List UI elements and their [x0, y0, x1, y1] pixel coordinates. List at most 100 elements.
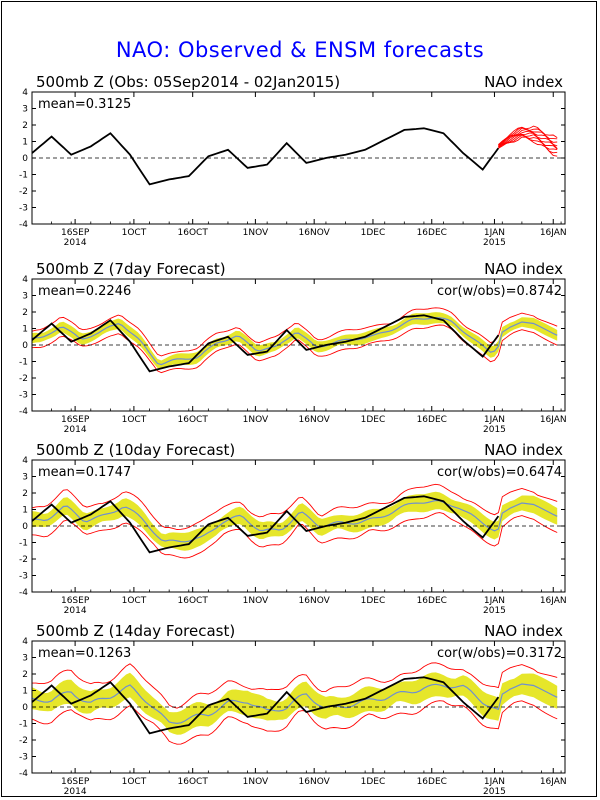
forecast-member-9	[498, 126, 558, 146]
ensemble-spread-band	[32, 672, 558, 735]
x-tick-label: 1JAN	[484, 228, 505, 238]
ensemble-spread-band	[32, 491, 558, 551]
x-tick-label: 16DEC	[417, 777, 447, 787]
x-tick-year-label: 2015	[483, 606, 506, 616]
panel-2: 500mb Z (7day Forecast) NAO index 4 3 2 1 0 -1 -…	[19, 260, 567, 435]
y-tick-label: -1	[19, 358, 28, 368]
x-tick-label: 16NOV	[299, 415, 331, 425]
x-tick-label: 16DEC	[417, 228, 447, 238]
ensemble-envelope-upper	[32, 307, 558, 357]
x-tick-label: 1DEC	[361, 596, 386, 606]
correlation-label: cor(w/obs)=0.3172	[437, 646, 562, 661]
x-tick-year-label: 2014	[64, 606, 87, 616]
observed-line	[32, 314, 500, 373]
y-tick-label: -3	[19, 753, 28, 763]
x-tick-label: 16NOV	[299, 596, 331, 606]
x-tick-label: 1NOV	[243, 596, 269, 606]
observed-line	[32, 676, 500, 735]
plot-area	[32, 483, 565, 559]
x-tick-label: 16SEP	[61, 415, 90, 425]
x-tick-label: 16SEP	[61, 228, 90, 238]
y-tick-label: 3	[22, 292, 28, 302]
ensemble-mean-line	[32, 317, 558, 366]
x-tick-label: 1OCT	[122, 777, 147, 787]
x-tick-label: 1DEC	[361, 777, 386, 787]
y-tick-label: 2	[22, 670, 28, 680]
y-tick-label: 1	[22, 138, 28, 148]
correlation-label: cor(w/obs)=0.8742	[437, 284, 562, 299]
panel-right-label: NAO index	[484, 622, 563, 640]
plot-area	[32, 125, 565, 186]
ensemble-spread-band	[32, 312, 558, 369]
y-tick-label: 2	[22, 489, 28, 499]
y-tick-label: -3	[19, 391, 28, 401]
x-tick-label: 1NOV	[243, 228, 269, 238]
y-tick-label: 3	[22, 105, 28, 115]
mean-label: mean=0.2246	[38, 284, 131, 299]
x-tick-label: 16JAN	[540, 228, 567, 238]
y-tick-label: 3	[22, 473, 28, 483]
correlation-label: cor(w/obs)=0.6474	[437, 465, 562, 480]
y-tick-label: -2	[19, 736, 28, 746]
y-tick-label: 4	[22, 637, 28, 647]
forecast-member-6	[498, 130, 558, 149]
x-tick-label: 1OCT	[122, 228, 147, 238]
y-tick-label: 4	[22, 275, 28, 285]
forecast-member-5	[498, 132, 558, 150]
x-tick-year-label: 2014	[64, 425, 87, 435]
x-tick-label: 1OCT	[122, 596, 147, 606]
panel-title: 500mb Z (Obs: 05Sep2014 - 02Jan2015)	[36, 73, 340, 91]
x-tick-label: 1NOV	[243, 777, 269, 787]
x-tick-year-label: 2014	[64, 238, 87, 248]
forecast-member-10	[498, 125, 558, 145]
mean-label: mean=0.3125	[38, 97, 131, 112]
y-tick-label: 2	[22, 121, 28, 131]
y-tick-label: 0	[22, 341, 28, 351]
y-tick-label: 0	[22, 522, 28, 532]
y-tick-label: -2	[19, 187, 28, 197]
observed-line	[32, 495, 500, 554]
x-tick-label: 16JAN	[540, 415, 567, 425]
panel-4: 500mb Z (14day Forecast) NAO index 4 3 2 1 0 -1…	[19, 622, 567, 797]
x-tick-year-label: 2015	[483, 425, 506, 435]
y-tick-label: -3	[19, 204, 28, 214]
x-tick-label: 1NOV	[243, 415, 269, 425]
y-tick-label: -1	[19, 720, 28, 730]
y-tick-label: 1	[22, 325, 28, 335]
panel-1: 500mb Z (Obs: 05Sep2014 - 02Jan2015) NAO …	[19, 73, 567, 248]
y-tick-label: 0	[22, 703, 28, 713]
panel-3: 500mb Z (10day Forecast) NAO index 4 3 2 1 0 -1…	[19, 441, 567, 616]
mean-label: mean=0.1747	[38, 465, 131, 480]
plot-area	[32, 662, 565, 745]
y-tick-label: -3	[19, 572, 28, 582]
y-tick-label: 0	[22, 154, 28, 164]
y-tick-label: 3	[22, 654, 28, 664]
y-tick-label: -4	[19, 407, 28, 417]
y-tick-label: 2	[22, 308, 28, 318]
panel-title: 500mb Z (14day Forecast)	[36, 622, 235, 640]
panel-title: 500mb Z (7day Forecast)	[36, 260, 226, 278]
x-tick-label: 1JAN	[484, 777, 505, 787]
observed-line	[32, 127, 500, 186]
x-tick-label: 16OCT	[178, 228, 209, 238]
x-tick-label: 1JAN	[484, 415, 505, 425]
y-tick-label: -4	[19, 220, 28, 230]
y-tick-label: 1	[22, 506, 28, 516]
panel-right-label: NAO index	[484, 441, 563, 459]
x-tick-label: 1DEC	[361, 228, 386, 238]
panel-title: 500mb Z (10day Forecast)	[36, 441, 235, 459]
x-tick-label: 1JAN	[484, 596, 505, 606]
x-tick-label: 1DEC	[361, 415, 386, 425]
x-tick-label: 16NOV	[299, 228, 331, 238]
x-tick-label: 16SEP	[61, 596, 90, 606]
x-tick-label: 16OCT	[178, 596, 209, 606]
ensemble-envelope-upper	[32, 483, 558, 530]
x-tick-label: 16JAN	[540, 596, 567, 606]
x-tick-label: 16JAN	[540, 777, 567, 787]
panel-right-label: NAO index	[484, 73, 563, 91]
panel-right-label: NAO index	[484, 260, 563, 278]
x-tick-label: 1OCT	[122, 415, 147, 425]
x-tick-year-label: 2014	[64, 787, 87, 797]
